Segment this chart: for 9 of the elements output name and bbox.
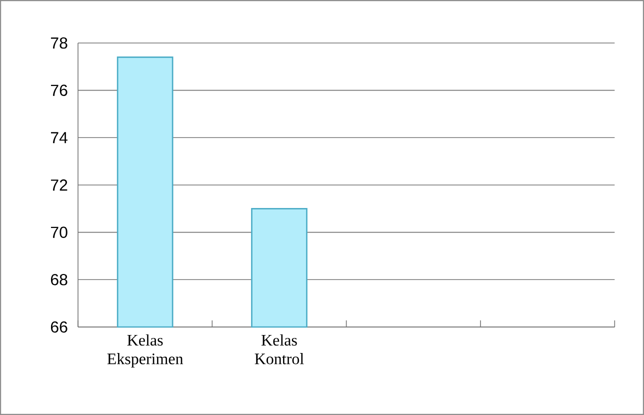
x-tick-label: Kelas Eksperimen [107,334,184,368]
y-tick-label: 68 [50,274,68,286]
y-tick-label: 76 [50,84,68,96]
y-tick-label: 72 [50,179,68,191]
y-tick-label: 70 [50,226,68,238]
y-tick-label: 74 [50,132,68,144]
y-tick-label: 78 [50,37,68,49]
y-tick-label: 66 [50,321,68,333]
x-tick-label: Kelas Kontrol [254,334,304,364]
